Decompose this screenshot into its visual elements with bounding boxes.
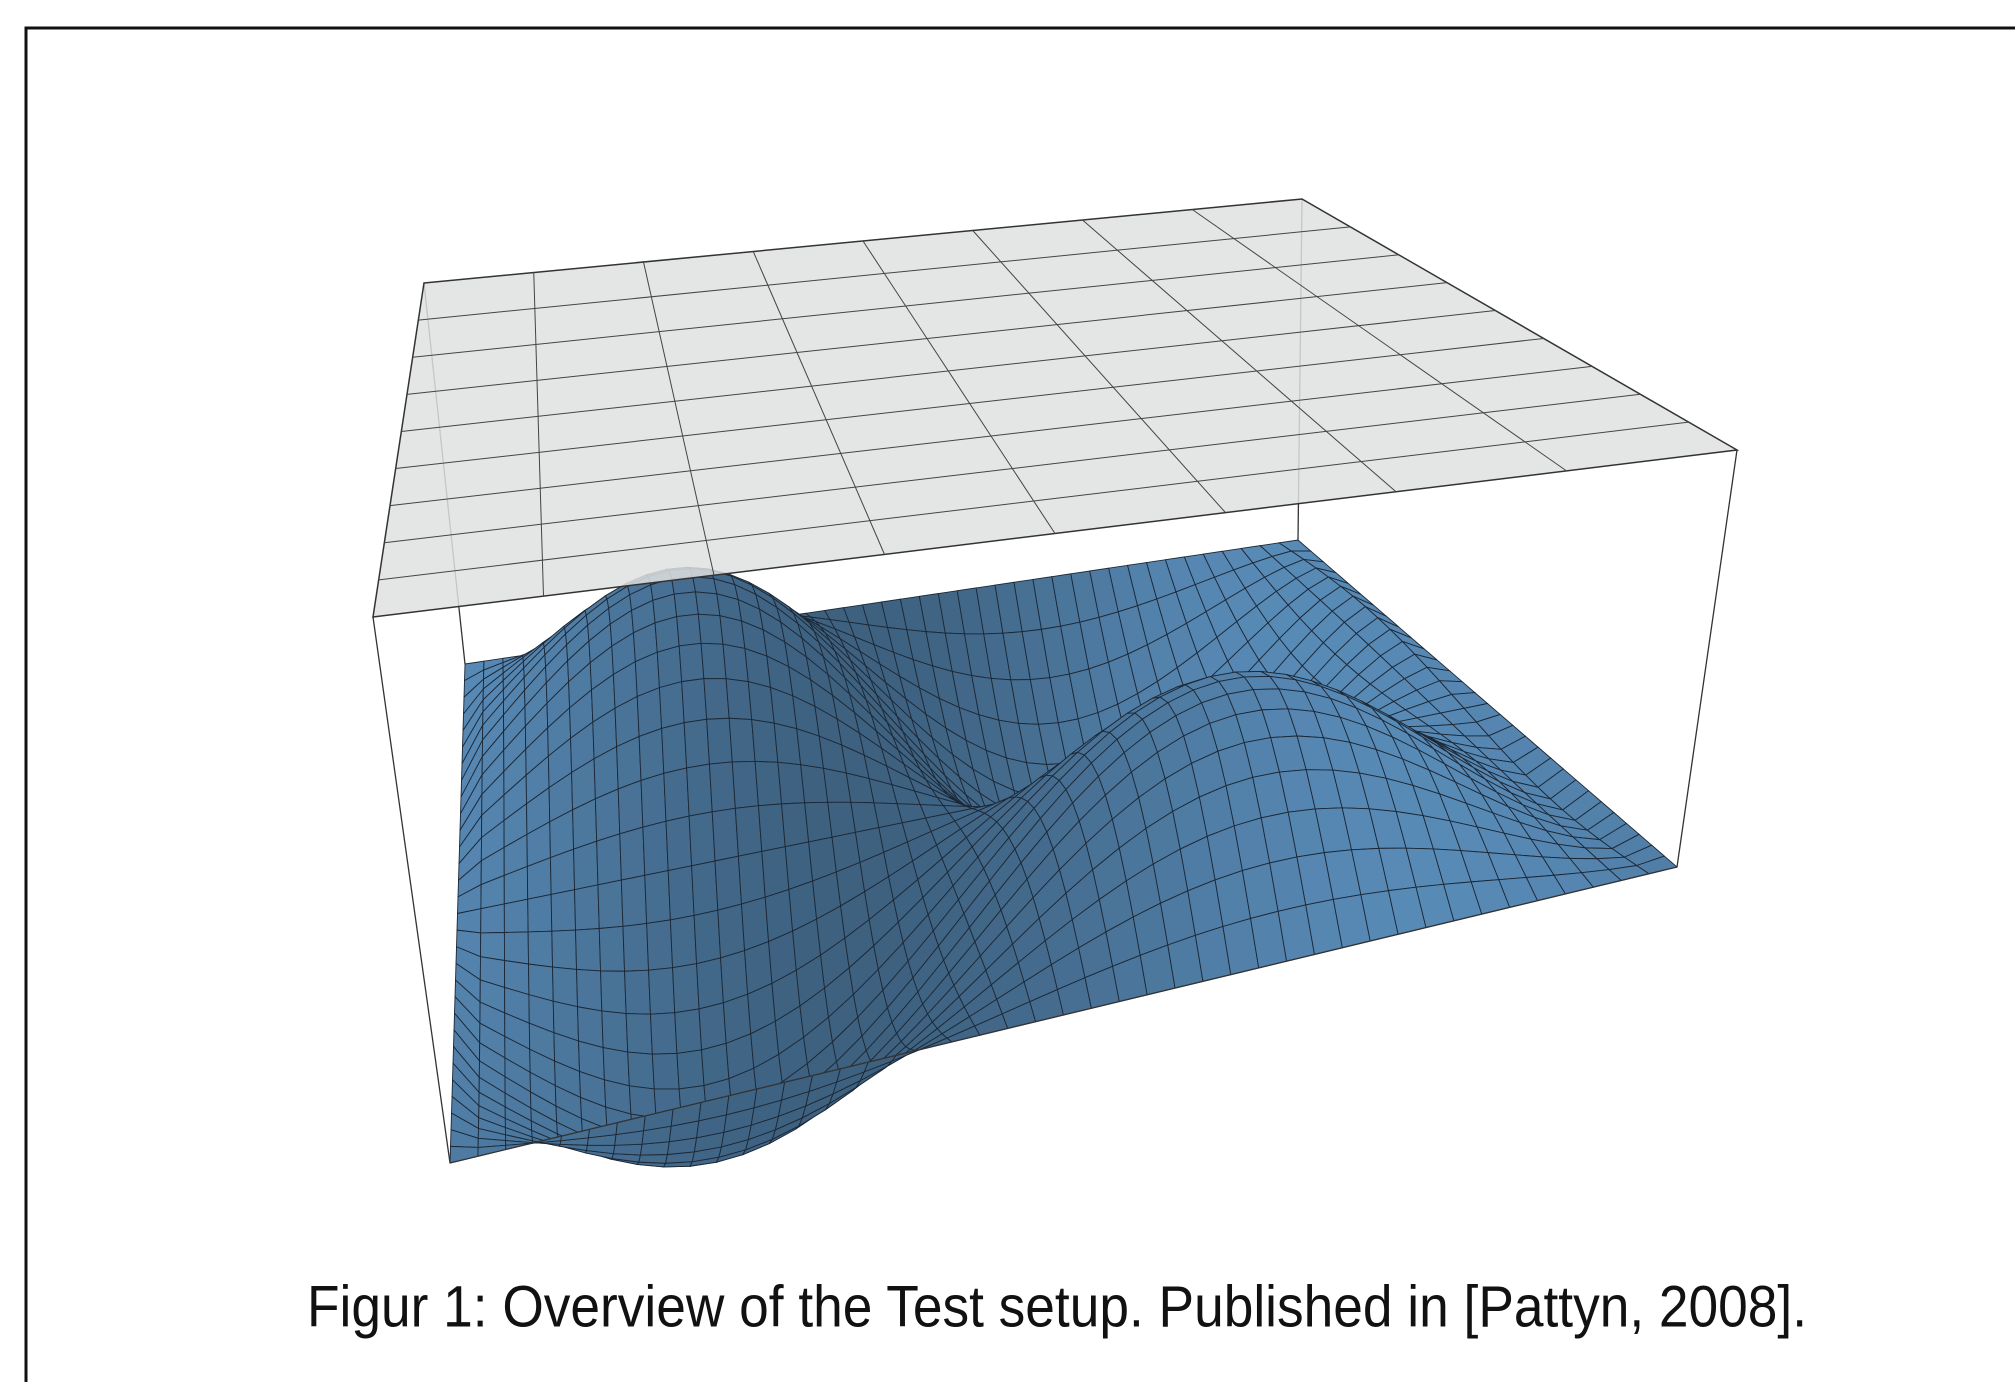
mesh-cell bbox=[628, 1052, 654, 1089]
mesh-cell bbox=[709, 762, 735, 812]
mesh-cell bbox=[741, 897, 768, 950]
mesh-cell bbox=[701, 643, 726, 678]
mesh-cell bbox=[707, 718, 733, 764]
mesh-cell bbox=[752, 720, 778, 763]
mesh-cell bbox=[697, 958, 724, 1009]
mesh-cell bbox=[684, 719, 709, 768]
mesh-cell bbox=[670, 915, 696, 967]
mesh-cell bbox=[599, 926, 624, 971]
mesh-cell bbox=[675, 1009, 702, 1054]
mesh-cell bbox=[637, 688, 661, 737]
mesh-cell bbox=[528, 931, 552, 967]
mesh-cell bbox=[481, 932, 505, 960]
mesh-cell bbox=[481, 904, 505, 933]
mesh-cell bbox=[696, 592, 720, 616]
mesh-cell bbox=[551, 890, 575, 932]
mesh-cell bbox=[693, 577, 717, 594]
mesh-cell bbox=[704, 679, 729, 720]
mesh-cell bbox=[702, 1043, 729, 1085]
mesh-cell bbox=[687, 764, 713, 816]
mesh-cell bbox=[712, 808, 738, 861]
mesh-cell bbox=[805, 802, 832, 842]
mesh-cell bbox=[666, 816, 692, 870]
mesh-cell bbox=[698, 614, 723, 644]
mesh-cell bbox=[641, 773, 666, 827]
mesh-cell bbox=[576, 929, 601, 971]
mesh-cell bbox=[782, 803, 809, 847]
mesh-cell bbox=[694, 910, 720, 963]
mesh-cell bbox=[664, 768, 689, 821]
mesh-cell bbox=[659, 682, 684, 729]
mesh-cell bbox=[652, 1053, 679, 1089]
mesh-cell bbox=[621, 875, 646, 926]
figure-caption: Figur 1: Overview of the Test setup. Pub… bbox=[307, 1274, 1807, 1339]
mesh-cell bbox=[620, 827, 645, 880]
mesh-cell bbox=[618, 780, 643, 833]
mesh-cell bbox=[623, 923, 649, 971]
mesh-cell bbox=[758, 804, 785, 852]
mesh-cell bbox=[602, 1011, 628, 1052]
mesh-cell bbox=[692, 861, 718, 915]
mesh-cell bbox=[677, 614, 701, 646]
mesh-cell bbox=[649, 968, 675, 1014]
mesh-cell bbox=[575, 885, 600, 930]
mesh-cell bbox=[639, 728, 664, 780]
mesh-cell bbox=[721, 951, 748, 1003]
mesh-cell bbox=[762, 847, 789, 898]
mesh-cell bbox=[550, 849, 574, 894]
mesh-cell bbox=[689, 812, 715, 866]
mesh-cell bbox=[629, 1086, 656, 1118]
mesh-cell bbox=[528, 894, 552, 932]
mesh-cell bbox=[699, 1003, 726, 1050]
page: Figur 1: Overview of the Test setup. Pub… bbox=[0, 0, 2015, 1382]
mesh-cell bbox=[732, 761, 758, 808]
mesh-cell bbox=[674, 592, 698, 617]
mesh-cell bbox=[597, 834, 622, 885]
mesh-cell bbox=[729, 718, 755, 762]
mesh-cell bbox=[650, 1013, 676, 1054]
mesh-cell bbox=[625, 970, 651, 1014]
mesh-cell bbox=[682, 679, 707, 723]
mesh-cell bbox=[647, 920, 673, 970]
mesh-cell bbox=[657, 646, 681, 688]
mesh-cell bbox=[662, 723, 687, 774]
mesh-cell bbox=[645, 871, 671, 924]
mesh-cell bbox=[755, 761, 781, 805]
mesh-cell bbox=[577, 969, 602, 1011]
mesh-cell bbox=[735, 806, 761, 857]
mesh-cell bbox=[598, 880, 623, 928]
mesh-cell bbox=[552, 930, 577, 969]
mesh-cell bbox=[677, 1050, 704, 1089]
mesh-cell bbox=[673, 964, 699, 1013]
mesh-cell bbox=[613, 1144, 642, 1155]
mesh-cell bbox=[738, 851, 765, 904]
mesh-cell bbox=[601, 971, 627, 1014]
mesh-cell bbox=[643, 821, 668, 875]
mesh-cell bbox=[723, 644, 748, 681]
mesh-cell bbox=[504, 932, 528, 964]
mesh-cell bbox=[726, 679, 752, 720]
mesh-cell bbox=[626, 1014, 652, 1055]
mesh-cell bbox=[553, 967, 578, 1007]
figure: Figur 1: Overview of the Test setup. Pub… bbox=[0, 0, 2015, 1382]
mesh-cell bbox=[718, 904, 745, 958]
mesh-cell bbox=[595, 789, 619, 841]
mesh-cell bbox=[715, 856, 741, 910]
mesh-cell bbox=[504, 899, 528, 932]
mesh-cell bbox=[668, 866, 694, 920]
mesh-cell bbox=[639, 1155, 668, 1164]
mesh-cell bbox=[574, 841, 598, 889]
mesh-cell bbox=[679, 643, 704, 681]
